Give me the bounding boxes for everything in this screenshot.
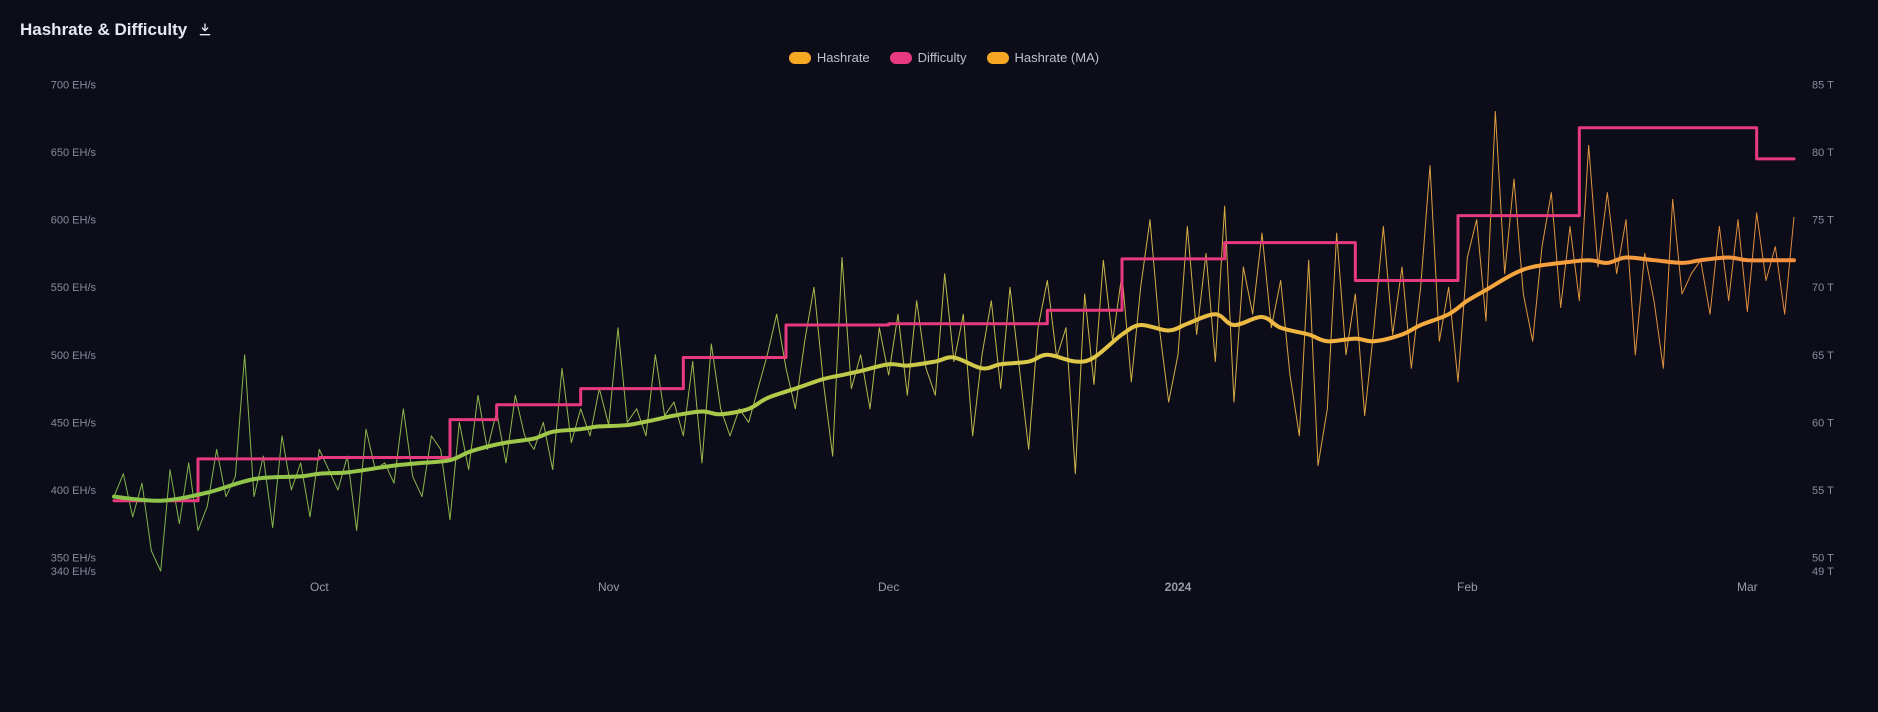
svg-text:450 EH/s: 450 EH/s — [51, 417, 97, 429]
legend-item-hashrate-ma[interactable]: Hashrate (MA) — [987, 50, 1100, 65]
chart-svg: 340 EH/s 350 EH/s 400 EH/s 450 EH/s 500 EH/s… — [20, 71, 1868, 631]
legend-swatch — [987, 52, 1009, 64]
svg-text:650 EH/s: 650 EH/s — [51, 147, 97, 159]
svg-text:Oct: Oct — [310, 580, 329, 594]
svg-text:340 EH/s: 340 EH/s — [51, 566, 97, 578]
svg-text:500 EH/s: 500 EH/s — [51, 350, 97, 362]
svg-text:70 T: 70 T — [1812, 282, 1834, 294]
chart-header: Hashrate & Difficulty — [20, 20, 1868, 40]
svg-text:400 EH/s: 400 EH/s — [51, 485, 97, 497]
chart-title: Hashrate & Difficulty — [20, 20, 187, 40]
svg-text:Feb: Feb — [1457, 580, 1478, 594]
svg-text:65 T: 65 T — [1812, 350, 1834, 362]
svg-text:50 T: 50 T — [1812, 552, 1834, 564]
svg-text:700 EH/s: 700 EH/s — [51, 80, 97, 92]
svg-text:55 T: 55 T — [1812, 485, 1834, 497]
svg-text:2024: 2024 — [1165, 580, 1192, 594]
svg-text:75 T: 75 T — [1812, 215, 1834, 227]
svg-text:600 EH/s: 600 EH/s — [51, 215, 97, 227]
legend-swatch — [890, 52, 912, 64]
download-icon[interactable] — [197, 22, 213, 38]
svg-text:80 T: 80 T — [1812, 147, 1834, 159]
svg-text:60 T: 60 T — [1812, 417, 1834, 429]
legend-swatch — [789, 52, 811, 64]
legend: Hashrate Difficulty Hashrate (MA) — [20, 50, 1868, 65]
svg-text:85 T: 85 T — [1812, 80, 1834, 92]
legend-label: Hashrate — [817, 50, 870, 65]
legend-label: Hashrate (MA) — [1015, 50, 1100, 65]
svg-text:Dec: Dec — [878, 580, 899, 594]
legend-label: Difficulty — [918, 50, 967, 65]
plot-area: 340 EH/s 350 EH/s 400 EH/s 450 EH/s 500 EH/s… — [20, 71, 1868, 631]
svg-text:Mar: Mar — [1737, 580, 1758, 594]
chart-panel: Hashrate & Difficulty Hashrate Difficult… — [0, 0, 1878, 712]
svg-text:Nov: Nov — [598, 580, 619, 594]
legend-item-difficulty[interactable]: Difficulty — [890, 50, 967, 65]
svg-text:550 EH/s: 550 EH/s — [51, 282, 97, 294]
legend-item-hashrate[interactable]: Hashrate — [789, 50, 870, 65]
svg-text:350 EH/s: 350 EH/s — [51, 552, 97, 564]
svg-text:49 T: 49 T — [1812, 566, 1834, 578]
